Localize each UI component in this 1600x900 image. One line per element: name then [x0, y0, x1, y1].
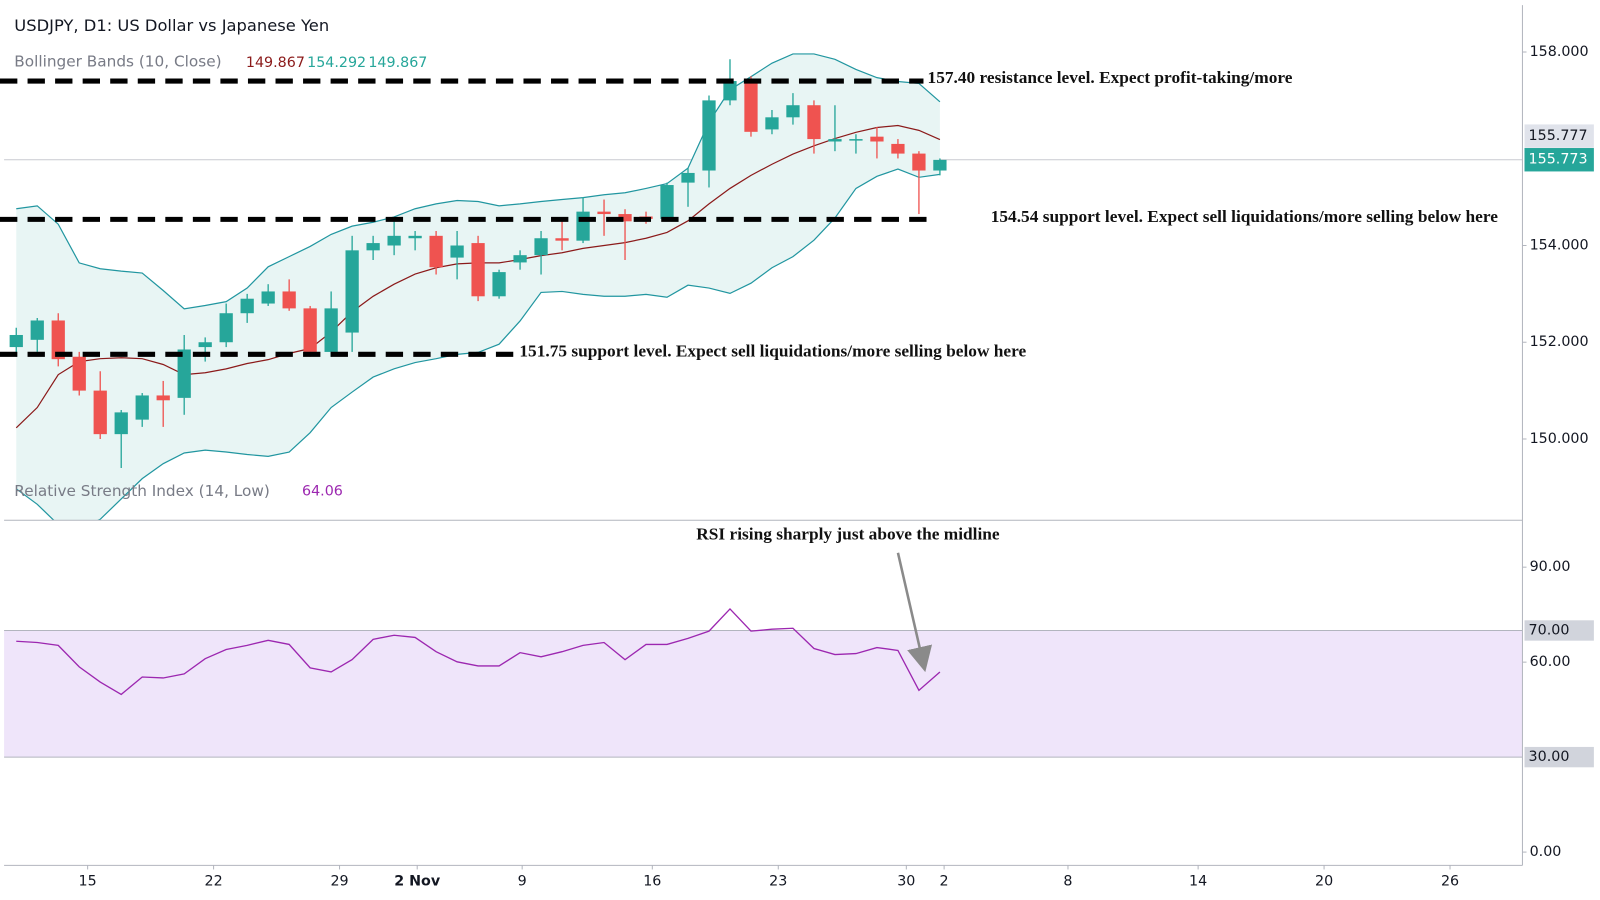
candle-body: [576, 211, 590, 241]
indicator-value: 154.292: [307, 55, 366, 71]
rsi-band-label: 70.00: [1529, 622, 1570, 638]
candle-body: [114, 412, 128, 435]
candle-body: [72, 356, 86, 391]
x-tick-label: 26: [1441, 874, 1459, 890]
candle-body: [765, 117, 779, 130]
indicator-name: Bollinger Bands (10, Close): [14, 53, 221, 71]
annotation-arrow: [896, 552, 933, 673]
x-tick-label: 20: [1315, 874, 1333, 890]
level-label: 157.40 resistance level. Expect profit-t…: [928, 68, 1293, 87]
x-tick-label: 15: [79, 874, 97, 890]
rsi-line: [16, 607, 941, 696]
candle-body: [828, 139, 842, 142]
x-tick-label: 23: [769, 874, 787, 890]
price-pane: [9, 53, 947, 521]
candle-body: [744, 81, 758, 132]
y-tick-label: 154.000: [1530, 238, 1589, 254]
candle-body: [324, 308, 338, 352]
rsi-band-label-box: [1524, 620, 1594, 641]
x-tick-label: 9: [518, 874, 527, 890]
x-tick-label: 2: [940, 874, 949, 890]
candle-body: [9, 334, 23, 348]
x-tick-label: 22: [205, 874, 223, 890]
candle-body: [471, 243, 485, 297]
x-tick-label: 8: [1063, 874, 1072, 890]
x-tick-label: 16: [643, 874, 661, 890]
indicator-value: 149.867: [368, 55, 427, 71]
level-label: 151.75 support level. Expect sell liquid…: [519, 341, 1026, 360]
level-label: 154.54 support level. Expect sell liquid…: [990, 207, 1498, 227]
y-tick-label: 158.000: [1530, 44, 1589, 60]
candle-body: [534, 238, 548, 256]
candle-body: [618, 214, 632, 222]
candle-body: [156, 395, 170, 401]
candle-body: [870, 136, 884, 142]
rsi-title: Relative Strength Index (14, Low): [14, 482, 270, 500]
candle-body: [933, 159, 947, 171]
candle-body: [513, 255, 527, 263]
candle-body: [807, 105, 821, 140]
candle-body: [177, 349, 191, 398]
price-label-box: [1524, 124, 1594, 148]
candle-body: [450, 245, 464, 258]
y-tick-label: 150.000: [1530, 431, 1589, 447]
rsi-pane: [4, 607, 1523, 758]
candle-body: [660, 185, 674, 219]
rsi-band-fill: [4, 630, 1523, 758]
candle-body: [219, 313, 233, 343]
price-label-box: [1524, 148, 1594, 172]
candle-body: [261, 291, 275, 304]
candle-body: [555, 238, 569, 241]
rsi-annotation: RSI rising sharply just above the midlin…: [696, 525, 1000, 544]
candle-body: [198, 342, 212, 348]
candle-body: [786, 105, 800, 118]
candle-body: [240, 298, 254, 314]
x-tick-label: 14: [1189, 874, 1207, 890]
candle-body: [303, 308, 317, 352]
x-tick-label: 2 Nov: [394, 874, 441, 890]
candle-body: [891, 143, 905, 154]
candle-body: [345, 250, 359, 333]
rsi-last-value: 64.06: [302, 484, 343, 500]
rsi-band-label: 30.00: [1529, 749, 1570, 765]
y-tick-label: 0.00: [1530, 844, 1562, 860]
rsi-band-label-box: [1524, 746, 1594, 768]
y-tick-label: 152.000: [1530, 334, 1589, 350]
y-tick-label: 90.00: [1530, 559, 1571, 575]
candle-body: [282, 291, 296, 309]
bollinger-upper: [16, 53, 941, 310]
y-tick-label: 60.00: [1530, 654, 1571, 670]
candle-body: [387, 235, 401, 246]
level-label-box: 154.54 support level. Expect sell liquid…: [990, 207, 1498, 227]
candle-body: [135, 395, 149, 420]
candle-body: [723, 81, 737, 101]
candle-body: [912, 153, 926, 171]
chart-title: USDJPY, D1: US Dollar vs Japanese Yen: [14, 16, 329, 35]
x-tick-label: 30: [897, 874, 915, 890]
candle-body: [93, 390, 107, 435]
x-tick-label: 29: [330, 874, 348, 890]
candle-body: [681, 172, 695, 183]
candle-body: [51, 320, 65, 360]
price-label: 155.777: [1529, 128, 1588, 144]
candle-body: [492, 272, 506, 297]
price-label: 155.773: [1529, 152, 1588, 168]
candle-body: [597, 211, 611, 215]
candle-body: [30, 320, 44, 340]
candle-body: [408, 235, 422, 239]
indicator-value: 149.867: [246, 55, 305, 71]
candle-body: [429, 235, 443, 268]
overlay-layer: 149.867 154.292 149.867 15 22 29 2 Nov 9 16 23 30 2…: [0, 44, 1594, 890]
candle-body: [849, 139, 863, 141]
candle-body: [366, 243, 380, 251]
candle-body: [702, 100, 716, 171]
